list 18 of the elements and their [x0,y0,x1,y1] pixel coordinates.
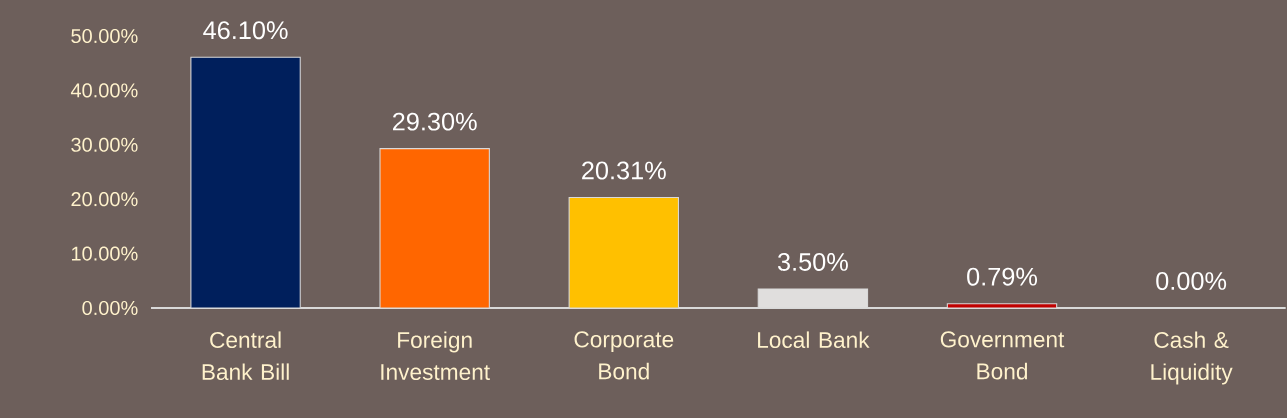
x-tick-label: Foreign Investment [381,331,490,381]
x-tick-label: Local Bank [758,331,870,349]
x-tick-label: Corporate Bond [574,331,674,380]
x-tick-label: Central Bank Bill [202,331,289,381]
y-tick-label: 30.00% [71,137,138,152]
data-label: 0.79% [967,267,1038,286]
data-label: 29.30% [392,112,477,131]
data-label: 46.10% [203,21,288,40]
y-tick-label: 20.00% [71,192,138,207]
x-tick-label: Cash & Liquidity [1151,331,1233,385]
y-tick-label: 10.00% [71,246,138,261]
data-label: 3.50% [777,252,848,271]
x-tick-label: Government Bond [940,331,1065,380]
data-label: 20.31% [582,161,666,180]
data-label: 0.00% [1156,272,1227,290]
y-tick-label: 40.00% [70,83,138,98]
y-tick-label: 50.00% [71,28,138,44]
y-tick-label: 0.00% [82,300,138,316]
